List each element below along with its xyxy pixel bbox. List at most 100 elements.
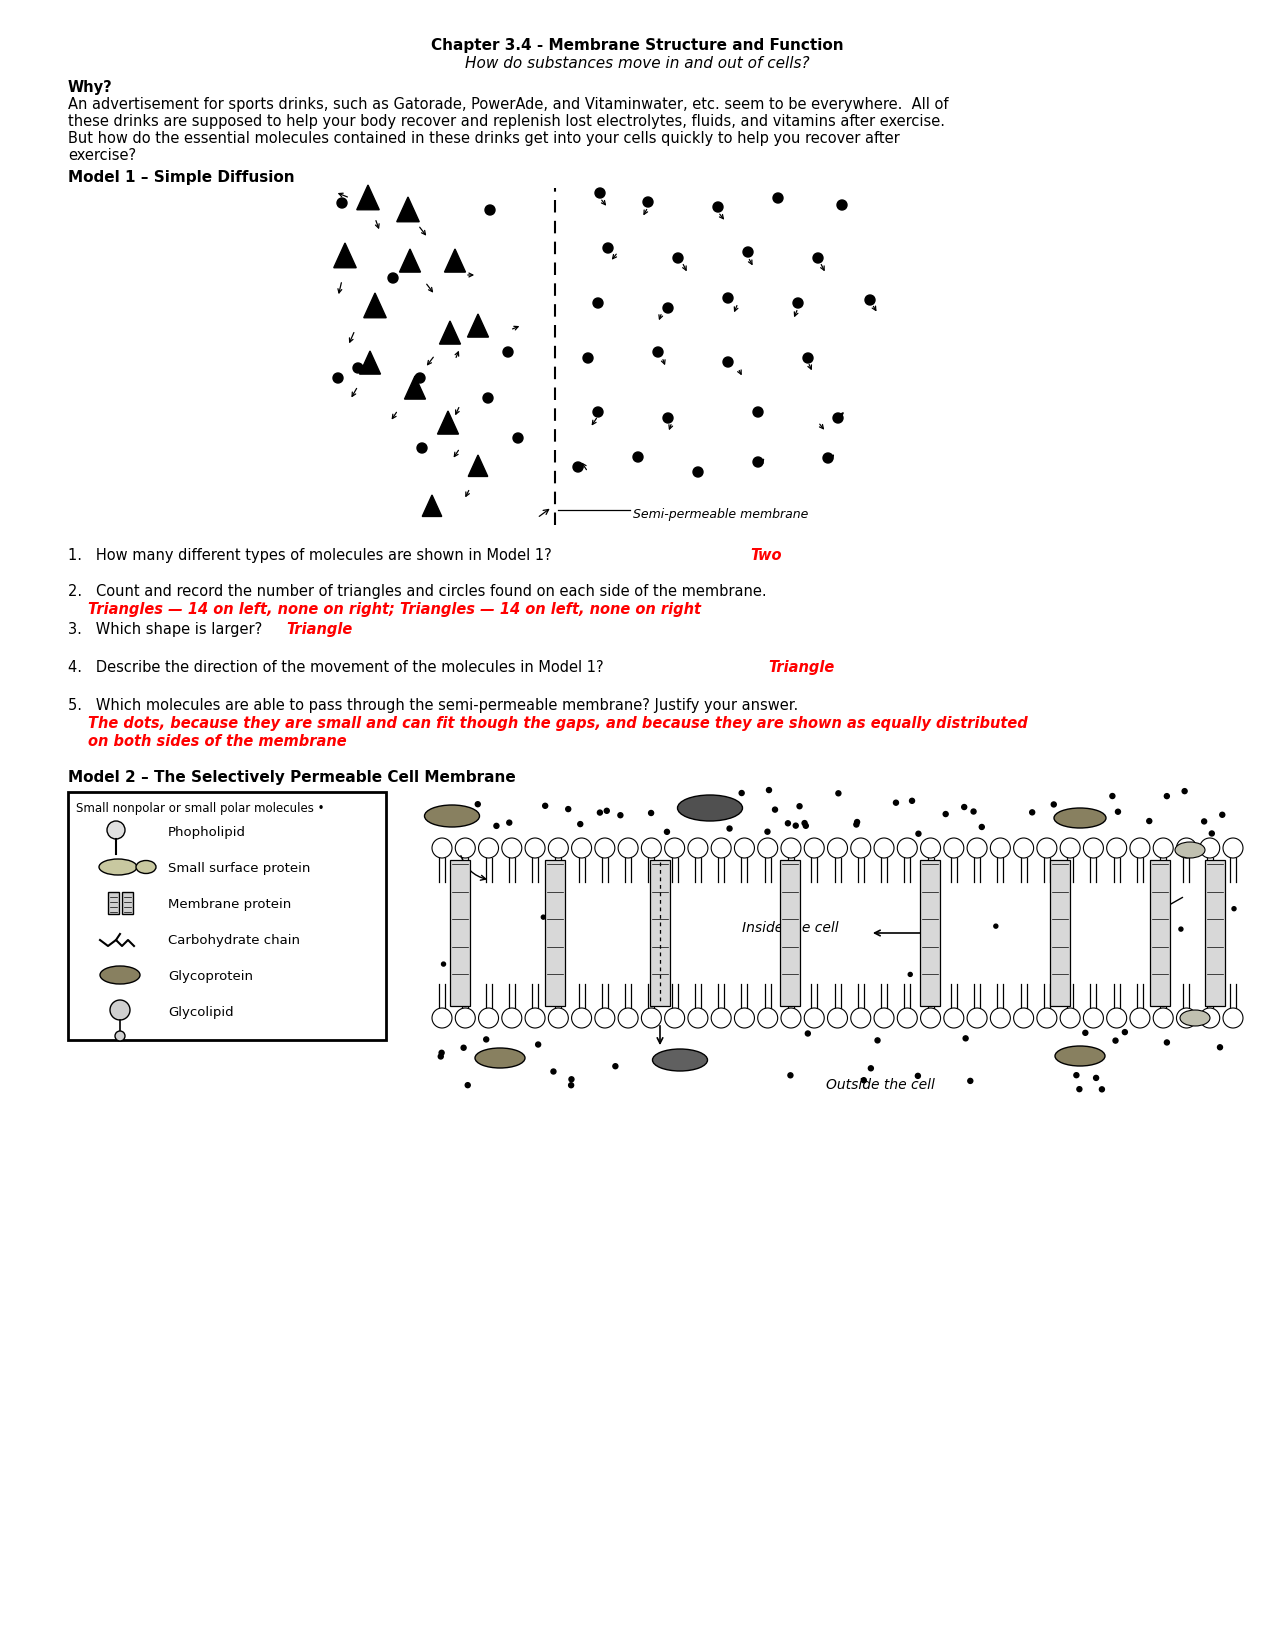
Ellipse shape	[1176, 842, 1205, 859]
Circle shape	[773, 193, 783, 203]
Ellipse shape	[136, 860, 156, 873]
Circle shape	[740, 791, 745, 796]
Circle shape	[107, 821, 125, 839]
Circle shape	[805, 839, 824, 859]
Circle shape	[850, 1009, 871, 1029]
Circle shape	[478, 839, 499, 859]
Circle shape	[864, 296, 875, 305]
Polygon shape	[363, 292, 386, 317]
Circle shape	[455, 1009, 476, 1029]
Circle shape	[572, 462, 583, 472]
Circle shape	[754, 408, 762, 418]
Circle shape	[805, 1009, 824, 1029]
Text: Model 1 – Simple Diffusion: Model 1 – Simple Diffusion	[68, 170, 295, 185]
Circle shape	[506, 821, 511, 826]
Circle shape	[664, 1009, 685, 1029]
Circle shape	[1111, 794, 1114, 799]
Circle shape	[1077, 1086, 1082, 1091]
Circle shape	[921, 1009, 941, 1029]
Circle shape	[566, 807, 571, 812]
Circle shape	[875, 839, 894, 859]
Circle shape	[388, 272, 398, 282]
Text: 1.   How many different types of molecules are shown in Model 1?: 1. How many different types of molecules…	[68, 548, 552, 563]
Circle shape	[1014, 839, 1034, 859]
Circle shape	[1223, 1009, 1243, 1029]
Circle shape	[875, 1038, 880, 1043]
Circle shape	[653, 347, 663, 357]
Polygon shape	[422, 495, 441, 517]
Circle shape	[569, 1083, 574, 1088]
Polygon shape	[360, 352, 380, 375]
Polygon shape	[397, 196, 419, 221]
Bar	[1205, 860, 1225, 1005]
Circle shape	[578, 822, 583, 827]
Circle shape	[478, 1009, 499, 1029]
Text: Two: Two	[750, 548, 782, 563]
Circle shape	[502, 1009, 521, 1029]
Circle shape	[1014, 1009, 1034, 1029]
Ellipse shape	[677, 796, 742, 821]
Circle shape	[613, 1063, 618, 1068]
Text: 5.   Which molecules are able to pass through the semi-permeable membrane? Justi: 5. Which molecules are able to pass thro…	[68, 698, 798, 713]
Text: Chapter 3.4 - Membrane Structure and Function: Chapter 3.4 - Membrane Structure and Fun…	[431, 38, 843, 53]
Bar	[1150, 860, 1170, 1005]
Circle shape	[993, 925, 998, 928]
Circle shape	[1220, 812, 1225, 817]
Circle shape	[1113, 1038, 1118, 1043]
Circle shape	[663, 304, 673, 314]
Ellipse shape	[99, 966, 140, 984]
Polygon shape	[437, 411, 459, 434]
Circle shape	[921, 839, 941, 859]
Text: An advertisement for sports drinks, such as Gatorade, PowerAde, and Vitaminwater: An advertisement for sports drinks, such…	[68, 97, 949, 112]
Circle shape	[793, 297, 803, 309]
Circle shape	[991, 1009, 1010, 1029]
Circle shape	[908, 972, 912, 976]
Circle shape	[868, 1067, 873, 1071]
Circle shape	[898, 1009, 917, 1029]
Circle shape	[827, 839, 848, 859]
Text: Phopholipid: Phopholipid	[168, 826, 246, 839]
Circle shape	[664, 829, 669, 834]
Circle shape	[1084, 839, 1103, 859]
Circle shape	[979, 824, 984, 829]
Circle shape	[968, 1009, 987, 1029]
Text: Triangles — 14 on left, none on right; Triangles — 14 on left, none on right: Triangles — 14 on left, none on right; T…	[88, 603, 701, 617]
Text: 4.   Describe the direction of the movement of the molecules in Model 1?: 4. Describe the direction of the movemen…	[68, 660, 603, 675]
Circle shape	[723, 357, 733, 367]
Circle shape	[673, 253, 683, 263]
Circle shape	[1037, 839, 1057, 859]
Ellipse shape	[1054, 807, 1105, 829]
Circle shape	[1146, 819, 1151, 824]
Circle shape	[688, 839, 708, 859]
Circle shape	[455, 839, 476, 859]
Circle shape	[488, 1050, 493, 1055]
Circle shape	[850, 839, 871, 859]
Circle shape	[1116, 809, 1121, 814]
Circle shape	[484, 205, 495, 215]
Text: Model 2 – The Selectively Permeable Cell Membrane: Model 2 – The Selectively Permeable Cell…	[68, 769, 516, 784]
Circle shape	[854, 819, 859, 824]
Circle shape	[333, 373, 343, 383]
Circle shape	[802, 821, 807, 826]
Circle shape	[649, 811, 654, 816]
Circle shape	[898, 839, 917, 859]
Text: Membrane protein: Membrane protein	[168, 898, 291, 911]
Text: 2.   Count and record the number of triangles and circles found on each side of : 2. Count and record the number of triang…	[68, 584, 766, 599]
Bar	[122, 892, 133, 915]
Circle shape	[548, 839, 569, 859]
Circle shape	[536, 1042, 541, 1047]
Circle shape	[1200, 839, 1220, 859]
Text: on both sides of the membrane: on both sides of the membrane	[88, 735, 347, 750]
Circle shape	[1037, 1009, 1057, 1029]
Circle shape	[813, 253, 822, 263]
Circle shape	[663, 413, 673, 423]
Circle shape	[694, 467, 703, 477]
Circle shape	[493, 824, 499, 829]
Circle shape	[909, 799, 914, 804]
Circle shape	[833, 413, 843, 423]
Circle shape	[1232, 906, 1235, 911]
Circle shape	[688, 1009, 708, 1029]
Circle shape	[432, 839, 453, 859]
Circle shape	[664, 839, 685, 859]
Text: 3.   Which shape is larger?: 3. Which shape is larger?	[68, 622, 266, 637]
